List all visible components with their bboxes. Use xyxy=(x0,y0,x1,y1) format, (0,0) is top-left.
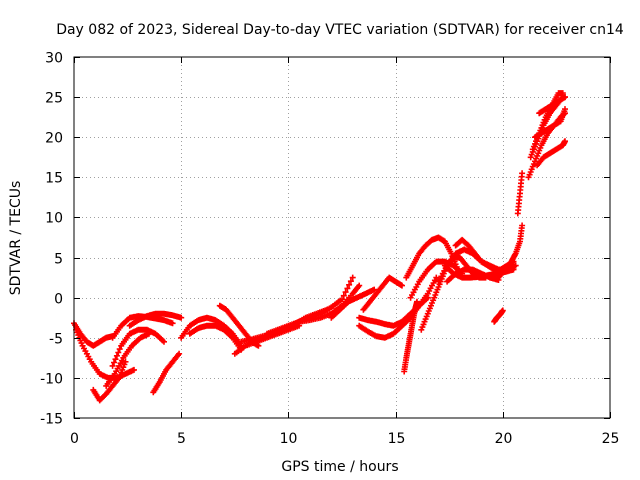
y-tick-label: 25 xyxy=(45,91,63,107)
x-axis-ticks: 0 5 10 15 20 25 xyxy=(70,57,619,447)
series-track-05 xyxy=(109,326,167,369)
series-track-16 xyxy=(328,286,378,321)
x-tick-label: 0 xyxy=(70,431,79,447)
data-point-markers xyxy=(186,322,245,353)
y-tick-label: -15 xyxy=(40,412,63,428)
y-tick-label: 10 xyxy=(45,211,63,227)
data-point-markers xyxy=(103,330,152,389)
x-tick-label: 10 xyxy=(280,431,298,447)
data-point-markers xyxy=(491,307,506,325)
x-tick-label: 25 xyxy=(602,431,620,447)
y-tick-label: 20 xyxy=(45,131,63,147)
x-tick-label: 15 xyxy=(388,431,406,447)
series-track-07 xyxy=(150,350,183,396)
series-track-20 xyxy=(401,298,420,375)
series-track-30 xyxy=(514,170,526,217)
series-track-18 xyxy=(356,294,431,329)
y-tick-label: -10 xyxy=(40,372,63,388)
y-tick-label: 30 xyxy=(45,51,63,67)
data-points xyxy=(71,90,568,404)
x-axis-label: GPS time / hours xyxy=(281,459,398,475)
series-track-35 xyxy=(532,106,568,141)
data-point-markers xyxy=(532,106,568,141)
series-track-03 xyxy=(90,358,129,404)
data-point-markers xyxy=(109,326,167,369)
y-tick-label: 0 xyxy=(54,292,63,308)
data-point-markers xyxy=(534,138,568,169)
series-track-10 xyxy=(186,322,245,353)
series-track-08 xyxy=(126,310,185,329)
x-tick-label: 5 xyxy=(177,431,186,447)
data-point-markers xyxy=(514,170,526,217)
y-tick-label: 5 xyxy=(54,252,63,268)
y-axis-ticks: -15 -10 -5 0 5 10 15 20 25 30 xyxy=(40,51,610,428)
data-point-markers xyxy=(328,286,378,321)
data-point-markers xyxy=(495,222,526,281)
data-point-markers xyxy=(90,358,129,404)
series-track-34 xyxy=(534,138,568,169)
series-track-17 xyxy=(360,274,405,313)
series-track-36 xyxy=(536,94,568,117)
data-point-markers xyxy=(150,350,183,396)
series-track-06 xyxy=(103,330,152,389)
data-point-markers xyxy=(126,310,185,329)
plot-frame xyxy=(73,56,611,419)
data-point-markers xyxy=(360,274,405,313)
data-point-markers xyxy=(536,94,568,117)
y-tick-label: -5 xyxy=(49,332,63,348)
y-tick-label: 15 xyxy=(45,171,63,187)
chart-title: Day 082 of 2023, Sidereal Day-to-day VTE… xyxy=(56,22,624,38)
series-track-29 xyxy=(495,222,526,281)
data-point-markers xyxy=(356,294,431,329)
data-point-markers xyxy=(401,298,420,375)
grid-lines xyxy=(74,57,610,418)
series-track-28 xyxy=(491,307,506,325)
y-axis-label: SDTVAR / TECUs xyxy=(8,181,24,296)
x-tick-label: 20 xyxy=(495,431,513,447)
